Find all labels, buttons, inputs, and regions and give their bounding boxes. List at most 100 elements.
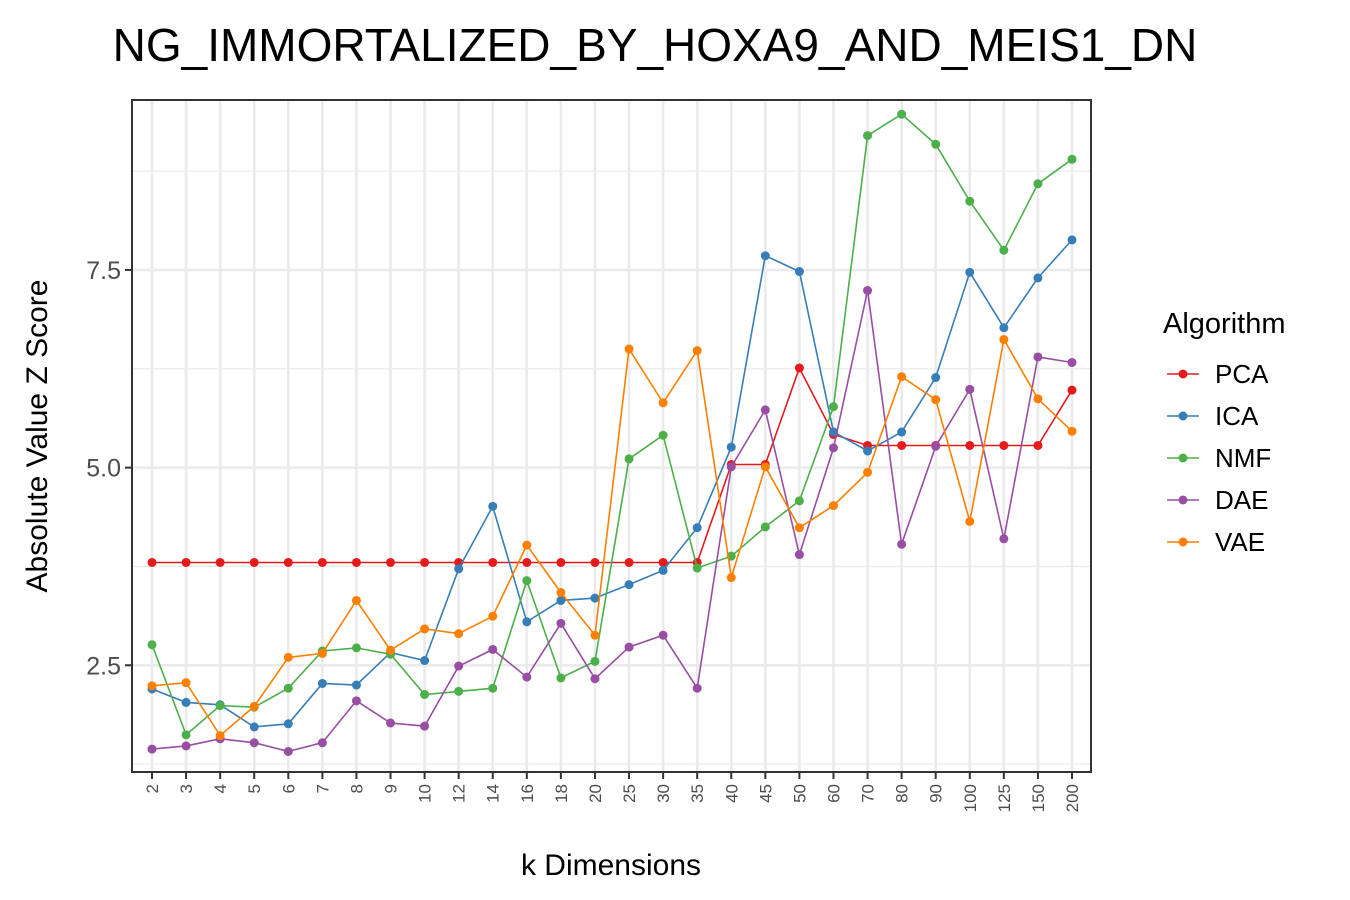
data-point-pca (386, 557, 396, 567)
data-point-ica (658, 565, 668, 575)
series-ica (147, 235, 1077, 732)
data-point-dae (931, 441, 941, 451)
data-point-dae (692, 683, 702, 693)
data-point-dae (726, 462, 736, 472)
series-line-ica (151, 239, 1073, 728)
data-point-vae (1033, 394, 1043, 404)
x-tick-label: 35 (688, 784, 707, 803)
x-tick-label: 12 (450, 784, 469, 803)
data-point-nmf (760, 522, 770, 532)
plot-panel (132, 100, 1091, 772)
legend-item-vae: VAE (1167, 527, 1265, 557)
data-point-pca (999, 440, 1009, 450)
data-point-pca (283, 557, 293, 567)
plot-border (131, 99, 1092, 773)
data-point-vae (556, 588, 566, 598)
data-point-dae (624, 642, 634, 652)
data-point-nmf (147, 640, 157, 650)
data-point-nmf (351, 643, 361, 653)
data-point-ica (522, 617, 532, 627)
data-point-nmf (897, 109, 907, 119)
series-line-vae (151, 337, 1073, 737)
data-point-vae (454, 629, 464, 639)
data-point-dae (147, 744, 157, 754)
x-tick-label: 100 (961, 784, 980, 812)
data-point-vae (488, 611, 498, 621)
data-point-vae (897, 372, 907, 382)
data-point-pca (317, 557, 327, 567)
x-tick-label: 6 (279, 784, 298, 793)
legend-label: DAE (1215, 485, 1268, 515)
data-point-dae (897, 539, 907, 549)
legend-label: ICA (1215, 401, 1259, 431)
data-point-pca (147, 557, 157, 567)
data-point-ica (351, 680, 361, 690)
y-axis: 2.5 5.0 7.5 (86, 257, 132, 680)
data-point-ica (556, 595, 566, 605)
data-point-vae (794, 523, 804, 533)
data-point-vae (624, 344, 634, 354)
data-point-pca (965, 440, 975, 450)
data-point-nmf (828, 402, 838, 412)
data-point-nmf (181, 730, 191, 740)
data-point-dae (590, 674, 600, 684)
data-point-nmf (965, 196, 975, 206)
data-point-dae (386, 718, 396, 728)
data-point-pca (181, 557, 191, 567)
data-point-nmf (999, 245, 1009, 255)
legend: Algorithm PCA ICA NMF DAE VAE (1163, 308, 1286, 557)
data-point-ica (317, 678, 327, 688)
data-point-vae (658, 398, 668, 408)
y-tick-label: 7.5 (86, 257, 121, 285)
x-tick-label: 45 (756, 784, 775, 803)
data-point-ica (965, 267, 975, 277)
y-axis-title: Absolute Value Z Score (21, 280, 54, 593)
data-point-pca (249, 557, 259, 567)
x-tick-label: 50 (790, 784, 809, 803)
data-point-dae (420, 721, 430, 731)
data-point-ica (726, 442, 736, 452)
x-tick-label: 125 (995, 784, 1014, 812)
legend-key-point (1178, 537, 1188, 547)
data-point-nmf (794, 496, 804, 506)
x-tick-label: 5 (245, 784, 264, 793)
x-tick-label: 25 (620, 784, 639, 803)
data-point-vae (692, 346, 702, 356)
chart-title: NG_IMMORTALIZED_BY_HOXA9_AND_MEIS1_DN (113, 19, 1198, 71)
legend-item-pca: PCA (1167, 359, 1269, 389)
data-point-pca (1067, 385, 1077, 395)
data-point-ica (1067, 235, 1077, 245)
legend-item-dae: DAE (1167, 485, 1268, 515)
data-point-vae (590, 630, 600, 640)
data-point-vae (283, 652, 293, 662)
data-point-nmf (590, 656, 600, 666)
x-tick-label: 2 (143, 784, 162, 793)
x-tick-label: 8 (347, 784, 366, 793)
legend-key-point (1178, 495, 1188, 505)
data-point-ica (181, 697, 191, 707)
y-tick-label: 5.0 (86, 455, 121, 483)
data-point-dae (760, 405, 770, 415)
data-point-vae (931, 395, 941, 405)
legend-key-point (1178, 453, 1188, 463)
data-point-dae (351, 696, 361, 706)
grid-lines (132, 100, 1091, 772)
data-point-ica (931, 372, 941, 382)
x-tick-label: 10 (416, 784, 435, 803)
data-point-vae (965, 516, 975, 526)
data-point-dae (488, 644, 498, 654)
data-point-vae (420, 624, 430, 634)
x-tick-label: 30 (654, 784, 673, 803)
legend-item-ica: ICA (1167, 401, 1259, 431)
data-point-nmf (522, 576, 532, 586)
data-point-ica (420, 656, 430, 666)
data-point-dae (454, 661, 464, 671)
x-axis: 2 3 4 5 6 7 8 9 10 12 14 16 18 20 25 30 35 40 45 50 60 70 80 90… (143, 772, 1082, 812)
data-point-dae (1033, 352, 1043, 362)
series-line-dae (151, 290, 1073, 753)
data-point-dae (317, 738, 327, 748)
data-point-ica (454, 564, 464, 574)
data-point-vae (317, 648, 327, 658)
data-point-dae (658, 630, 668, 640)
data-point-pca (624, 557, 634, 567)
